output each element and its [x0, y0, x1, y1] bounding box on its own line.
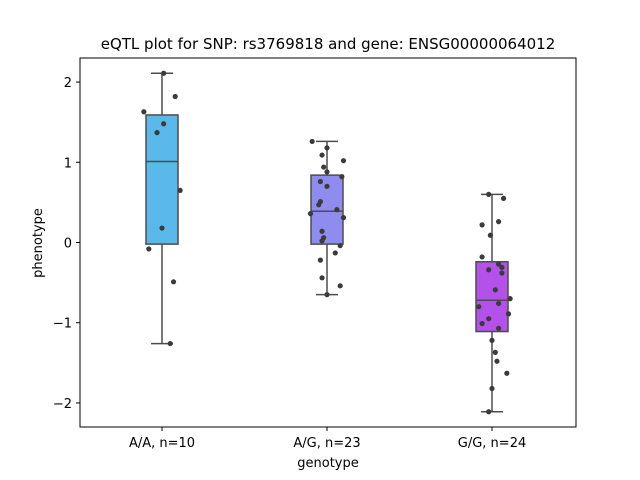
y-tick-label: −1 — [53, 317, 72, 332]
data-point — [317, 257, 323, 263]
data-point — [324, 183, 330, 189]
data-point — [319, 228, 325, 234]
data-point — [479, 222, 485, 228]
data-point — [489, 337, 495, 343]
data-point — [486, 316, 492, 322]
data-point — [337, 283, 343, 289]
data-point — [499, 264, 505, 270]
box-group-3 — [475, 191, 513, 415]
data-point — [496, 325, 502, 331]
y-tick-label: −2 — [53, 397, 72, 412]
data-point — [496, 219, 502, 225]
data-point — [486, 191, 492, 197]
x-axis-label: genotype — [297, 456, 358, 471]
data-point — [505, 311, 512, 317]
data-point — [161, 121, 167, 127]
data-point — [479, 254, 485, 260]
data-point — [334, 207, 340, 213]
data-point — [309, 138, 315, 145]
data-point — [486, 267, 492, 273]
data-point — [316, 202, 322, 208]
data-point — [154, 130, 160, 136]
data-point — [159, 225, 165, 231]
data-point — [317, 178, 323, 185]
box-group-1 — [141, 70, 183, 347]
y-axis-label: phenotype — [31, 208, 46, 278]
data-point — [319, 275, 325, 281]
chart-title: eQTL plot for SNP: rs3769818 and gene: E… — [101, 35, 556, 53]
data-point — [324, 145, 330, 151]
data-point — [146, 246, 152, 252]
data-point — [337, 243, 343, 249]
y-tick-label: 1 — [64, 156, 72, 171]
data-point — [492, 349, 498, 355]
data-point — [141, 109, 147, 115]
data-point — [476, 304, 482, 310]
data-point — [507, 296, 513, 302]
data-point — [496, 300, 502, 307]
x-axis: A/A, n=10 A/G, n=23 G/G, n=24 — [129, 427, 526, 451]
data-point — [494, 358, 500, 364]
data-point — [324, 169, 330, 175]
data-point — [486, 409, 492, 415]
y-tick-label: 0 — [64, 237, 72, 252]
data-point — [161, 70, 167, 76]
data-point — [339, 174, 345, 180]
data-point — [340, 215, 347, 221]
data-point — [489, 385, 495, 392]
data-point — [492, 287, 498, 293]
data-point — [324, 292, 330, 298]
data-point — [177, 187, 183, 193]
data-point — [496, 261, 502, 267]
data-point — [504, 370, 510, 376]
y-tick-label: 2 — [64, 76, 72, 91]
data-point — [172, 93, 178, 100]
data-point — [479, 320, 485, 327]
data-point — [500, 195, 507, 201]
data-point — [167, 340, 173, 347]
y-axis: −2 −1 0 1 2 — [53, 76, 80, 412]
data-point — [319, 238, 325, 244]
data-point — [319, 152, 325, 158]
data-point — [487, 232, 493, 238]
data-point — [332, 250, 338, 256]
data-point — [321, 164, 327, 170]
box-group-2 — [307, 138, 347, 298]
x-tick-label: A/G, n=23 — [293, 436, 360, 451]
x-tick-label: G/G, n=24 — [458, 436, 526, 451]
box-iqr — [145, 114, 179, 245]
data-point — [307, 211, 314, 217]
x-tick-label: A/A, n=10 — [129, 436, 195, 451]
data-point — [499, 270, 505, 276]
data-point — [170, 279, 177, 285]
plot-area — [141, 70, 513, 415]
data-point — [340, 158, 347, 164]
